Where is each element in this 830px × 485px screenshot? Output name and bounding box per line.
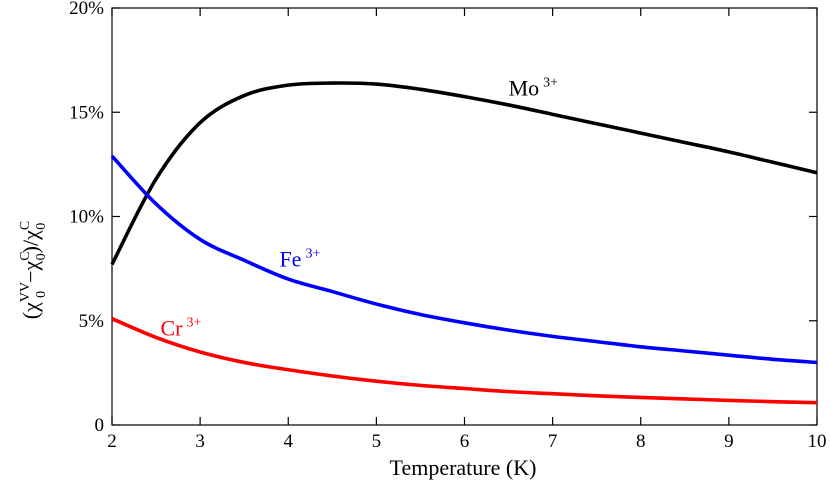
y-tick-label: 0	[95, 415, 105, 436]
series-label-mo-charge: 3+	[543, 76, 558, 91]
y-axis-title-chi-3: χ	[18, 230, 43, 241]
series-label-cr-name: Cr	[160, 315, 183, 340]
y-axis-title-sup-c-1: C	[18, 251, 33, 260]
y-tick-label: 20%	[69, 0, 104, 19]
y-tick-label: 5%	[79, 311, 105, 332]
y-axis-title-minus: −	[18, 270, 43, 282]
x-tick-label: 9	[724, 431, 734, 452]
series-label-cr: Cr 3+	[160, 315, 201, 340]
series-label-fe-charge: 3+	[305, 247, 320, 262]
x-tick-label: 5	[372, 431, 382, 452]
y-axis-title-close: )/	[18, 239, 43, 253]
y-axis-title-sub-3: 0	[34, 223, 49, 230]
y-axis-title-chi-2: χ	[18, 260, 43, 271]
x-tick-label: 2	[107, 431, 117, 452]
plot-frame	[111, 7, 818, 426]
series-label-fe: Fe 3+	[279, 247, 320, 272]
series-label-fe-name: Fe	[279, 247, 301, 272]
series-line-mo	[110, 81, 818, 266]
x-tick-label: 6	[460, 431, 470, 452]
y-tick-label: 10%	[69, 207, 104, 228]
series-label-cr-charge: 3+	[186, 315, 201, 330]
y-tick-label: 15%	[69, 102, 104, 123]
y-axis-title-sup-vv: VV	[18, 282, 33, 302]
x-tick-label: 4	[284, 431, 294, 452]
y-axis-title-sub-1: 0	[34, 291, 49, 298]
series-line-cr	[111, 317, 818, 405]
series-label-mo: Mo 3+	[509, 76, 559, 101]
y-axis-title: (χVV0−χC0)/χC0	[18, 221, 49, 319]
x-tick-label: 10	[808, 431, 827, 452]
x-tick-label: 8	[636, 431, 646, 452]
y-axis-title-sup-c-2: C	[18, 221, 33, 230]
series-label-mo-name: Mo	[509, 76, 540, 101]
y-axis-title-open: (	[18, 312, 43, 319]
x-axis-title: Temperature (K)	[390, 455, 537, 480]
y-axis-title-chi-1: χ	[18, 302, 43, 313]
x-tick-label: 3	[195, 431, 205, 452]
series-line-fe	[110, 154, 818, 365]
x-tick-label: 7	[548, 431, 558, 452]
y-axis-title-sub-2: 0	[34, 253, 49, 260]
